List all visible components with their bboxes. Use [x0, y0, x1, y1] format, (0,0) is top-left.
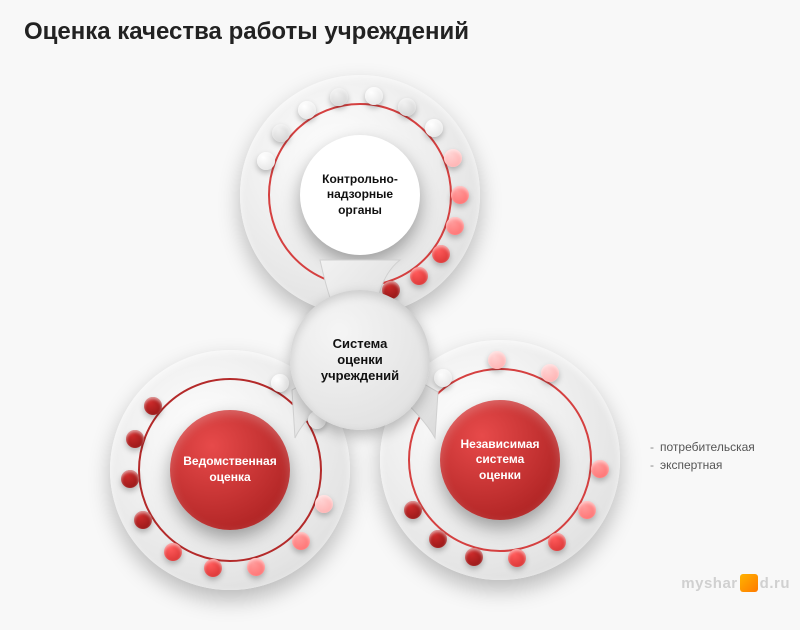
orbit-dot	[126, 430, 144, 448]
arm-top-core: Контрольно-надзорныеорганы	[300, 135, 420, 255]
orbit-dot	[204, 559, 222, 577]
page-title: Оценка качества работы учреждений	[24, 18, 469, 46]
arm-left-core: Ведомственнаяоценка	[170, 410, 290, 530]
orbit-dot	[398, 98, 416, 116]
orbit-dot	[121, 470, 139, 488]
orbit-dot	[247, 558, 265, 576]
watermark: myshar d.ru	[681, 574, 790, 592]
orbit-dot	[434, 369, 452, 387]
arm-right-core: Независимаясистемаоценки	[440, 400, 560, 520]
arm-right-label: Независимаясистемаоценки	[460, 437, 539, 484]
watermark-text: d.ru	[760, 575, 790, 592]
orbit-dot	[488, 351, 506, 369]
hub-label: Системаоценкиучреждений	[321, 336, 399, 385]
orbit-dot	[410, 267, 428, 285]
watermark-text: myshar	[681, 575, 737, 592]
orbit-dot	[292, 532, 310, 550]
orbit-dot	[451, 186, 469, 204]
watermark-icon	[740, 574, 758, 592]
legend-item-label: потребительская	[660, 438, 755, 456]
legend-item-label: экспертная	[660, 456, 722, 474]
legend-dash-icon: -	[650, 456, 654, 474]
diagram-stage: Контрольно-надзорныеорганы Ведомственная…	[80, 60, 640, 580]
legend-row: - экспертная	[650, 456, 755, 474]
arm-left-label: Ведомственнаяоценка	[183, 454, 276, 485]
legend-dash-icon: -	[650, 438, 654, 456]
arm-top-label: Контрольно-надзорныеорганы	[322, 172, 398, 219]
orbit-dot	[365, 87, 383, 105]
orbit-dot	[578, 501, 596, 519]
orbit-dot	[465, 548, 483, 566]
hub: Системаоценкиучреждений	[290, 290, 430, 430]
orbit-dot	[164, 543, 182, 561]
legend-row: - потребительская	[650, 438, 755, 456]
orbit-dot	[591, 460, 609, 478]
orbit-dot	[257, 152, 275, 170]
orbit-dot	[444, 149, 462, 167]
orbit-dot	[432, 245, 450, 263]
legend: - потребительская - экспертная	[650, 438, 755, 474]
orbit-dot	[144, 397, 162, 415]
orbit-dot	[446, 217, 464, 235]
